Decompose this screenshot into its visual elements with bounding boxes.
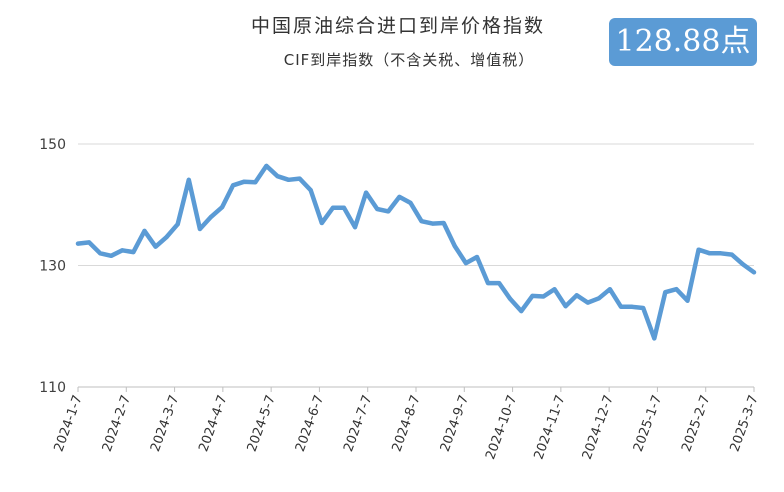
data-point [87, 240, 92, 245]
data-point [364, 190, 369, 195]
x-axis-ticks: 2024-1-7 2024-2-7 2024-3-7 2024-4-7 2024-5-7… [51, 387, 762, 462]
data-point [674, 287, 679, 292]
series-line [75, 163, 757, 341]
data-point [463, 261, 468, 266]
data-point [452, 244, 457, 249]
y-axis-ticks: 110 130 150 [39, 137, 66, 396]
data-point [574, 293, 579, 298]
data-point [397, 194, 402, 199]
grid [78, 143, 754, 388]
data-point [552, 287, 557, 292]
data-point [264, 163, 269, 168]
current-value-label: 128.88点 [615, 24, 751, 59]
data-point [253, 180, 258, 185]
data-point [231, 183, 236, 188]
data-point [131, 250, 136, 255]
data-point [696, 247, 701, 252]
y-tick-label: 130 [39, 259, 66, 275]
data-point [685, 298, 690, 303]
data-point [486, 281, 491, 286]
data-point [153, 244, 158, 249]
x-tick-label: 2025-3-7 [727, 393, 761, 454]
x-tick-label: 2024-6-7 [293, 393, 327, 454]
data-point [663, 290, 668, 295]
data-point [242, 179, 247, 184]
data-point [641, 306, 646, 311]
data-point [607, 287, 612, 292]
data-point [175, 222, 180, 227]
x-tick-label: 2024-5-7 [245, 393, 279, 454]
data-point [430, 221, 435, 226]
data-point [208, 214, 213, 219]
chart-title: 中国原油综合进口到岸价格指数 [251, 15, 545, 37]
data-point [652, 336, 657, 341]
y-tick-label: 110 [39, 380, 66, 396]
data-point [375, 207, 380, 212]
data-point [530, 293, 535, 298]
x-tick-label: 2024-4-7 [196, 393, 230, 454]
data-point [419, 219, 424, 224]
data-point [752, 270, 756, 275]
data-point [707, 251, 712, 256]
data-point [718, 251, 723, 256]
data-point [619, 304, 624, 309]
data-point [386, 209, 391, 214]
data-point [630, 304, 635, 309]
y-tick-label: 150 [39, 137, 66, 153]
x-tick-label: 2025-2-7 [679, 393, 713, 454]
data-point [76, 241, 80, 246]
current-value-badge: 128.88点 [609, 18, 757, 66]
data-point [497, 281, 502, 286]
data-point [286, 177, 291, 182]
x-tick-label: 2024-3-7 [148, 393, 182, 454]
data-point [441, 220, 446, 225]
data-point [729, 252, 734, 257]
chart-subtitle: CIF到岸指数（不含关税、增值税） [284, 51, 535, 69]
data-point [353, 225, 358, 230]
data-point [330, 205, 335, 210]
data-point [740, 262, 745, 267]
series-points [76, 163, 756, 341]
data-point [197, 227, 202, 232]
x-tick-label: 2024-9-7 [438, 393, 472, 454]
data-point [408, 200, 413, 205]
x-tick-label: 2024-10-7 [483, 393, 520, 461]
data-point [541, 294, 546, 299]
x-tick-label: 2025-1-7 [631, 393, 665, 454]
data-point [341, 205, 346, 210]
data-point [508, 296, 513, 301]
data-point [275, 174, 280, 179]
data-point [319, 220, 324, 225]
data-point [109, 253, 114, 258]
data-point [585, 300, 590, 305]
data-point [563, 304, 568, 309]
data-point [474, 254, 479, 259]
data-point [297, 176, 302, 181]
x-tick-label: 2024-7-7 [341, 393, 375, 454]
x-tick-label: 2024-2-7 [100, 393, 134, 454]
data-point [164, 234, 169, 239]
data-point [98, 251, 103, 256]
x-tick-label: 2024-12-7 [580, 393, 617, 461]
data-point [596, 296, 601, 301]
data-point [519, 309, 524, 314]
x-tick-label: 2024-1-7 [51, 393, 85, 454]
data-point [142, 228, 147, 233]
data-point [220, 205, 225, 210]
data-point [308, 188, 313, 193]
data-point [186, 177, 191, 182]
x-tick-label: 2024-11-7 [532, 393, 569, 461]
data-point [120, 248, 125, 253]
x-tick-label: 2024-8-7 [389, 393, 423, 454]
